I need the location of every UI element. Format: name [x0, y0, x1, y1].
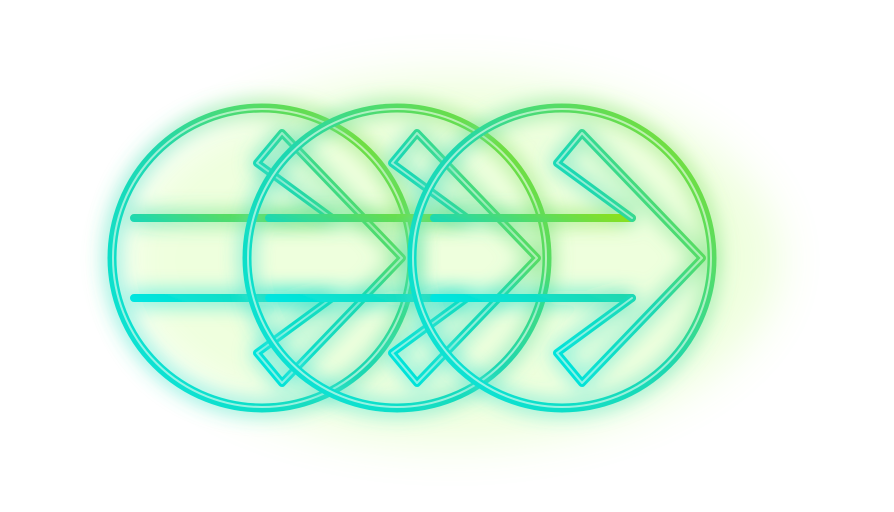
icon-group — [107, 103, 717, 413]
background-glow — [120, 75, 780, 445]
arrow-chevron-highlight — [556, 132, 703, 384]
glow-halo — [120, 75, 780, 445]
arrow-chevron-highlight — [391, 132, 538, 384]
arrow-chevron-highlight — [256, 132, 403, 384]
circle-ring-highlight — [247, 108, 547, 408]
circle-ring-highlight — [412, 108, 712, 408]
arrow-shaft — [430, 214, 636, 302]
arrow-circle-icon — [407, 103, 717, 413]
